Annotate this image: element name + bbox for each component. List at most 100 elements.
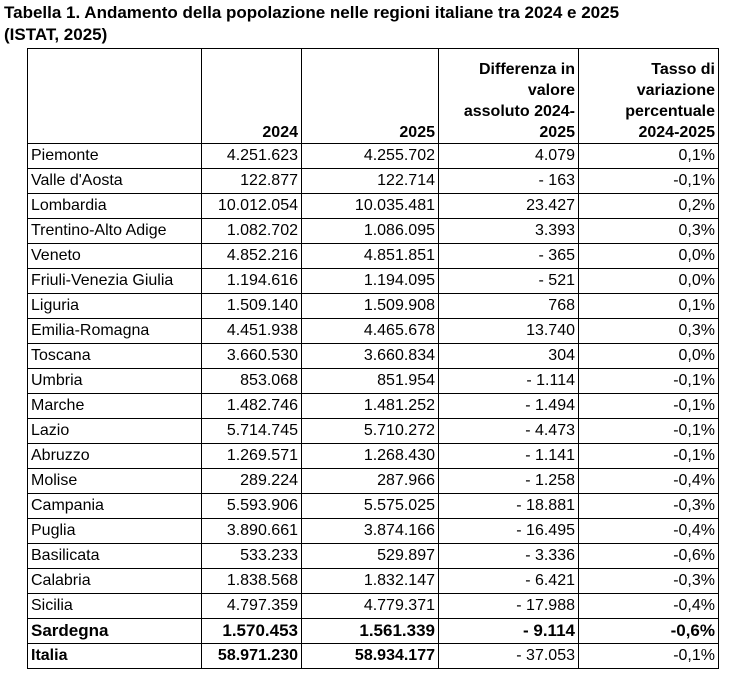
cell-2024: 1.269.571 bbox=[201, 443, 302, 469]
header-difference-line: 2025 bbox=[539, 124, 575, 141]
cell-difference: 23.427 bbox=[438, 193, 579, 219]
cell-region: Molise bbox=[27, 468, 202, 494]
cell-difference: 13.740 bbox=[438, 318, 579, 344]
cell-2025: 1.832.147 bbox=[301, 568, 439, 594]
cell-2024: 289.224 bbox=[201, 468, 302, 494]
cell-rate: 0,0% bbox=[578, 243, 719, 269]
cell-2024: 5.593.906 bbox=[201, 493, 302, 519]
cell-region: Valle d'Aosta bbox=[27, 168, 202, 194]
cell-region: Liguria bbox=[27, 293, 202, 319]
cell-2024: 4.251.623 bbox=[201, 143, 302, 169]
cell-2024: 4.451.938 bbox=[201, 318, 302, 344]
cell-2024: 4.852.216 bbox=[201, 243, 302, 269]
cell-difference: - 521 bbox=[438, 268, 579, 294]
cell-rate: -0,3% bbox=[578, 493, 719, 519]
cell-region: Calabria bbox=[27, 568, 202, 594]
total-cell-region: Italia bbox=[27, 643, 202, 669]
cell-difference: - 18.881 bbox=[438, 493, 579, 519]
cell-difference: 3.393 bbox=[438, 218, 579, 244]
cell-rate: 0,0% bbox=[578, 343, 719, 369]
table-row: Abruzzo 1.269.571 1.268.430- 1.141 -0,1% bbox=[27, 443, 719, 469]
table-caption: Tabella 1. Andamento della popolazione n… bbox=[4, 2, 744, 46]
cell-2024: 3.660.530 bbox=[201, 343, 302, 369]
table-row: Trentino-Alto Adige 1.082.702 1.086.095 3.3… bbox=[27, 218, 719, 244]
caption-line-1: Tabella 1. Andamento della popolazione n… bbox=[4, 3, 620, 22]
table-row: Valle d'Aosta 122.877 122.714- 163 -0,1% bbox=[27, 168, 719, 194]
header-rate-line: Tasso di bbox=[651, 61, 715, 78]
cell-2025: 4.255.702 bbox=[301, 143, 439, 169]
cell-2024: 533.233 bbox=[201, 543, 302, 569]
cell-difference: - 1.494 bbox=[438, 393, 579, 419]
cell-difference: 768 bbox=[438, 293, 579, 319]
cell-2024: 853.068 bbox=[201, 368, 302, 394]
cell-rate: -0,4% bbox=[578, 468, 719, 494]
cell-region: Sicilia bbox=[27, 593, 202, 619]
header-difference-line: assoluto 2024- bbox=[463, 103, 575, 120]
cell-2025: 4.779.371 bbox=[301, 593, 439, 619]
cell-difference: - 9.114 bbox=[438, 618, 579, 644]
header-rate-line: 2024-2025 bbox=[638, 124, 715, 141]
header-2025: 2025 bbox=[301, 48, 439, 144]
header-difference-line: valore bbox=[527, 82, 575, 99]
cell-rate: -0,4% bbox=[578, 593, 719, 619]
cell-difference: - 6.421 bbox=[438, 568, 579, 594]
header-rate: Tasso di variazione percentuale 2024-202… bbox=[578, 48, 719, 144]
table-row: Emilia-Romagna 4.451.938 4.465.678 13.740 0,… bbox=[27, 318, 719, 344]
cell-region: Trentino-Alto Adige bbox=[27, 218, 202, 244]
header-2024: 2024 bbox=[201, 48, 302, 144]
cell-2025: 529.897 bbox=[301, 543, 439, 569]
cell-difference: - 1.258 bbox=[438, 468, 579, 494]
cell-difference: - 16.495 bbox=[438, 518, 579, 544]
total-row: Italia 58.971.230 58.934.177- 37.053 -0,1% bbox=[27, 643, 719, 669]
cell-rate: -0,6% bbox=[578, 618, 719, 644]
cell-2024: 10.012.054 bbox=[201, 193, 302, 219]
cell-rate: 0,0% bbox=[578, 268, 719, 294]
cell-region: Lombardia bbox=[27, 193, 202, 219]
table-row: Campania 5.593.906 5.575.025- 18.881 -0,3% bbox=[27, 493, 719, 519]
table-row: Lombardia 10.012.054 10.035.481 23.427 0,2% bbox=[27, 193, 719, 219]
table-row: Umbria 853.068 851.954- 1.114 -0,1% bbox=[27, 368, 719, 394]
cell-region: Lazio bbox=[27, 418, 202, 444]
cell-difference: - 3.336 bbox=[438, 543, 579, 569]
cell-2024: 1.194.616 bbox=[201, 268, 302, 294]
cell-2025: 1.561.339 bbox=[301, 618, 439, 644]
header-rate-line: variazione bbox=[636, 82, 715, 99]
table-row: Marche 1.482.746 1.481.252- 1.494 -0,1% bbox=[27, 393, 719, 419]
cell-rate: -0,1% bbox=[578, 443, 719, 469]
table-row: Sicilia 4.797.359 4.779.371- 17.988 -0,4% bbox=[27, 593, 719, 619]
cell-rate: 0,1% bbox=[578, 143, 719, 169]
table-row: Friuli-Venezia Giulia 1.194.616 1.194.095-… bbox=[27, 268, 719, 294]
cell-region: Toscana bbox=[27, 343, 202, 369]
cell-2025: 1.194.095 bbox=[301, 268, 439, 294]
cell-rate: -0,6% bbox=[578, 543, 719, 569]
total-cell-2025: 58.934.177 bbox=[301, 643, 439, 669]
table-row: Sardegna 1.570.453 1.561.339- 9.114 -0,6% bbox=[27, 618, 719, 644]
cell-region: Abruzzo bbox=[27, 443, 202, 469]
cell-region: Umbria bbox=[27, 368, 202, 394]
caption-line-2: (ISTAT, 2025) bbox=[4, 25, 108, 44]
cell-rate: -0,1% bbox=[578, 368, 719, 394]
cell-difference: - 365 bbox=[438, 243, 579, 269]
cell-2025: 4.851.851 bbox=[301, 243, 439, 269]
header-rate-line: percentuale bbox=[625, 103, 715, 120]
cell-2025: 3.874.166 bbox=[301, 518, 439, 544]
cell-region: Campania bbox=[27, 493, 202, 519]
table-row: Veneto 4.852.216 4.851.851- 365 0,0% bbox=[27, 243, 719, 269]
table-row: Basilicata 533.233 529.897- 3.336 -0,6% bbox=[27, 543, 719, 569]
cell-2025: 1.086.095 bbox=[301, 218, 439, 244]
cell-2025: 4.465.678 bbox=[301, 318, 439, 344]
cell-2025: 851.954 bbox=[301, 368, 439, 394]
cell-difference: - 4.473 bbox=[438, 418, 579, 444]
cell-region: Friuli-Venezia Giulia bbox=[27, 268, 202, 294]
cell-2025: 287.966 bbox=[301, 468, 439, 494]
cell-rate: 0,1% bbox=[578, 293, 719, 319]
table-row: Liguria 1.509.140 1.509.908 768 0,1% bbox=[27, 293, 719, 319]
cell-rate: 0,2% bbox=[578, 193, 719, 219]
total-cell-rate: -0,1% bbox=[578, 643, 719, 669]
cell-2025: 1.509.908 bbox=[301, 293, 439, 319]
cell-2024: 5.714.745 bbox=[201, 418, 302, 444]
cell-difference: - 1.114 bbox=[438, 368, 579, 394]
cell-rate: 0,3% bbox=[578, 218, 719, 244]
cell-region: Marche bbox=[27, 393, 202, 419]
cell-2025: 3.660.834 bbox=[301, 343, 439, 369]
